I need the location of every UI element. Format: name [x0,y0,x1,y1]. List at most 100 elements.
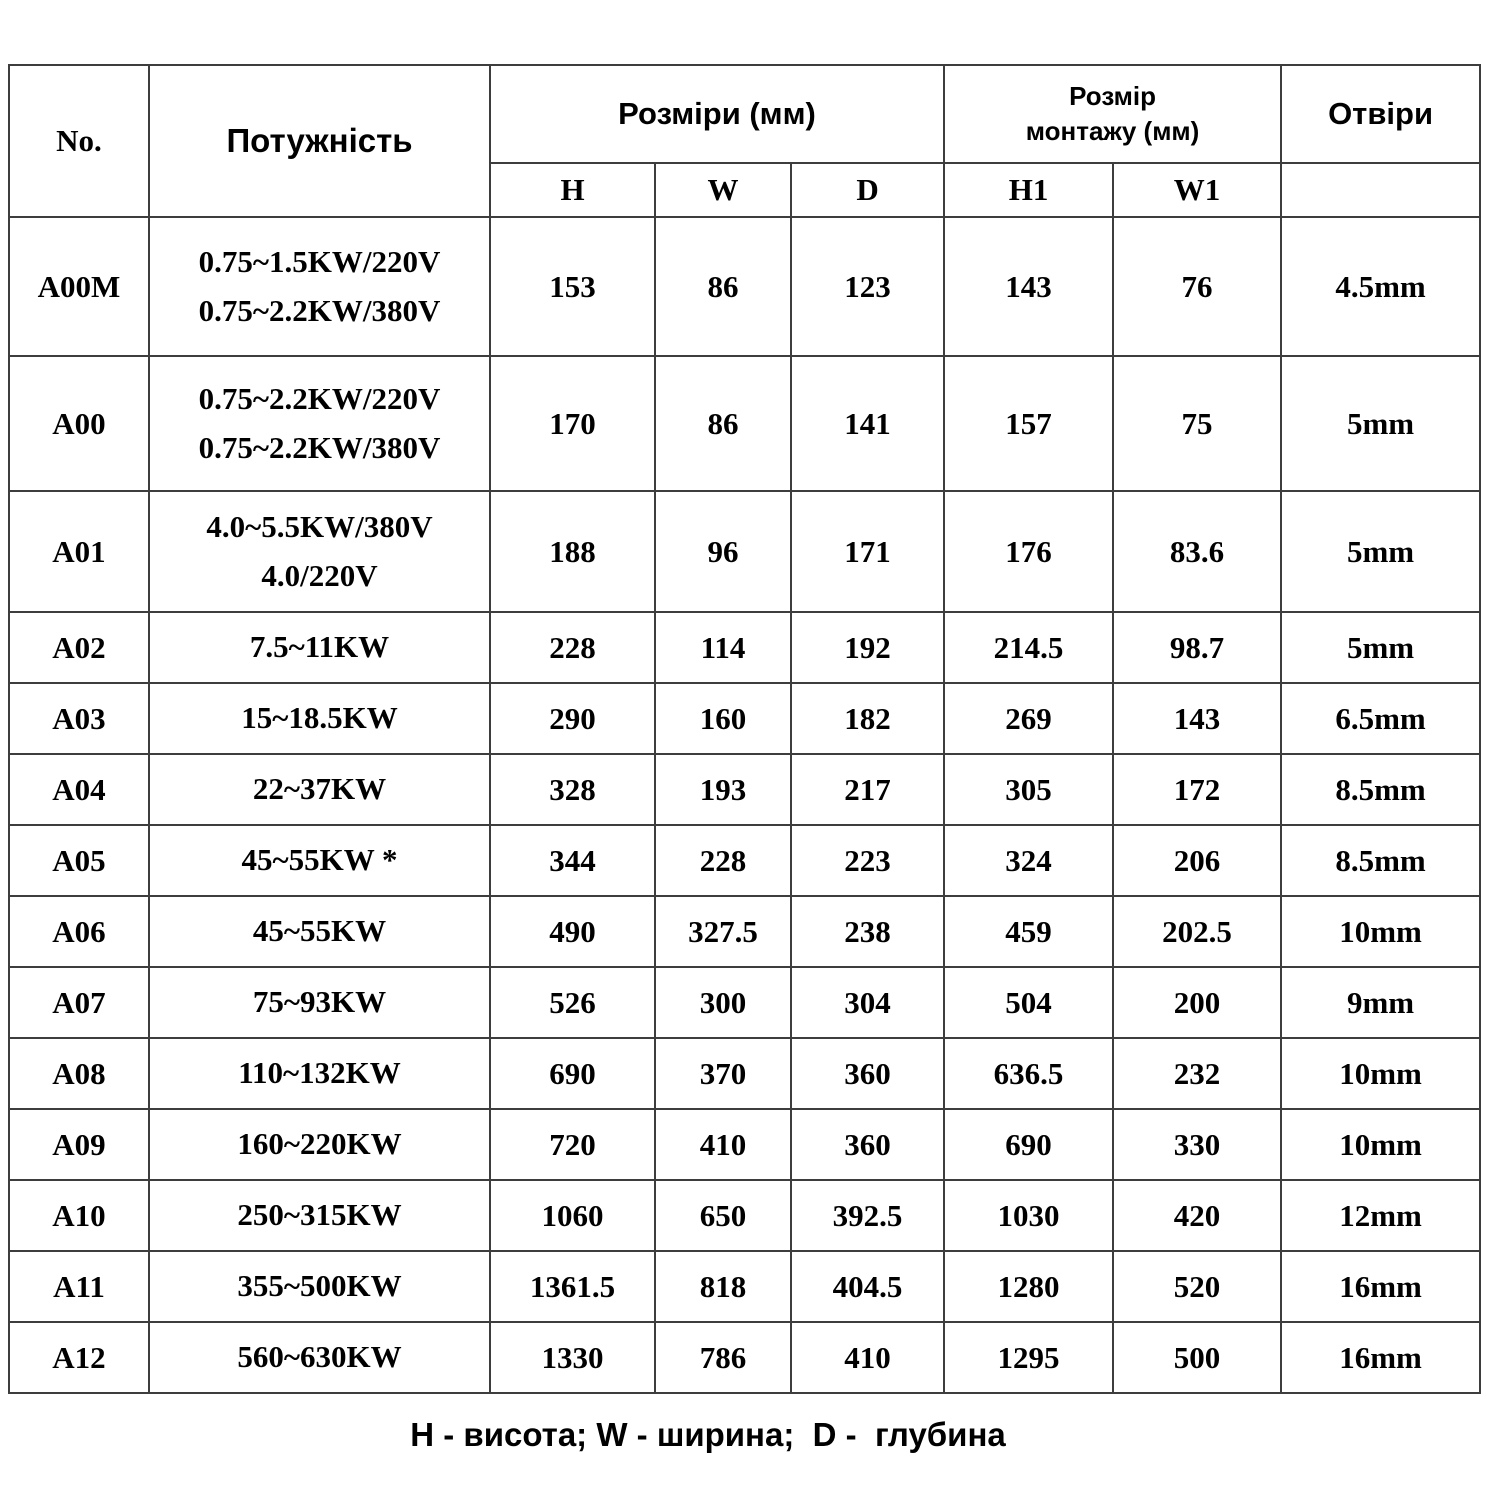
cell-w1: 206 [1112,824,1283,897]
cell-w: 818 [654,1250,792,1323]
cell-w1: 75 [1112,355,1283,492]
header-no: No. [8,64,150,218]
cell-h: 1330 [489,1321,656,1394]
cell-w: 650 [654,1179,792,1252]
cell-h1: 143 [943,216,1115,357]
cell-d: 182 [789,682,946,755]
cell-h1: 1295 [943,1321,1115,1394]
table-row: A05 45~55KW * 344 228 223 324 206 8.5mm [8,824,1482,897]
cell-d: 360 [789,1108,946,1181]
cell-holes: 4.5mm [1280,216,1482,357]
cell-power: 45~55KW * [148,824,491,897]
cell-w: 86 [654,216,792,357]
header-h: H [489,162,656,218]
cell-w: 86 [654,355,792,492]
table-row: A01 4.0~5.5KW/380V 4.0/220V 188 96 171 1… [8,490,1482,613]
cell-h1: 459 [943,895,1115,968]
cell-d: 123 [789,216,946,357]
cell-no: A02 [8,611,150,684]
cell-w1: 98.7 [1112,611,1283,684]
cell-no: A09 [8,1108,150,1181]
table-row: A06 45~55KW 490 327.5 238 459 202.5 10mm [8,895,1482,968]
cell-power: 250~315KW [148,1179,491,1252]
cell-h1: 305 [943,753,1115,826]
table-row: A00 0.75~2.2KW/220V 0.75~2.2KW/380V 170 … [8,355,1482,492]
cell-w1: 76 [1112,216,1283,357]
cell-h1: 636.5 [943,1037,1115,1110]
cell-d: 304 [789,966,946,1039]
header-power: Потужність [148,64,491,218]
cell-power: 45~55KW [148,895,491,968]
header-row-main: No. Потужність Розміри (мм) Розмір монта… [8,64,1482,218]
cell-d: 171 [789,490,946,613]
cell-no: A00 [8,355,150,492]
table-row: A09 160~220KW 720 410 360 690 330 10mm [8,1108,1482,1181]
cell-no: A08 [8,1037,150,1110]
cell-power: 22~37KW [148,753,491,826]
cell-h: 344 [489,824,656,897]
cell-d: 223 [789,824,946,897]
cell-h1: 324 [943,824,1115,897]
cell-power: 0.75~2.2KW/220V 0.75~2.2KW/380V [148,355,491,492]
cell-no: A01 [8,490,150,613]
cell-w: 300 [654,966,792,1039]
cell-holes: 16mm [1280,1250,1482,1323]
cell-w1: 520 [1112,1250,1283,1323]
cell-w1: 83.6 [1112,490,1283,613]
cell-no: A04 [8,753,150,826]
table-row: A04 22~37KW 328 193 217 305 172 8.5mm [8,753,1482,826]
cell-no: A06 [8,895,150,968]
cell-w: 370 [654,1037,792,1110]
cell-h: 526 [489,966,656,1039]
cell-w: 786 [654,1321,792,1394]
cell-no: A07 [8,966,150,1039]
cell-w1: 172 [1112,753,1283,826]
cell-power: 560~630KW [148,1321,491,1394]
cell-h1: 214.5 [943,611,1115,684]
cell-h: 1361.5 [489,1250,656,1323]
cell-w: 160 [654,682,792,755]
cell-h: 1060 [489,1179,656,1252]
cell-holes: 12mm [1280,1179,1482,1252]
table-row: A00M 0.75~1.5KW/220V 0.75~2.2KW/380V 153… [8,216,1482,357]
cell-h: 690 [489,1037,656,1110]
cell-holes: 5mm [1280,355,1482,492]
header-d: D [789,162,946,218]
cell-no: A11 [8,1250,150,1323]
cell-h1: 504 [943,966,1115,1039]
cell-w1: 202.5 [1112,895,1283,968]
cell-h1: 176 [943,490,1115,613]
table-row: A02 7.5~11KW 228 114 192 214.5 98.7 5mm [8,611,1482,684]
cell-h: 720 [489,1108,656,1181]
cell-holes: 10mm [1280,1037,1482,1110]
cell-d: 192 [789,611,946,684]
cell-h: 153 [489,216,656,357]
table-body: A00M 0.75~1.5KW/220V 0.75~2.2KW/380V 153… [8,216,1482,1394]
table-row: A10 250~315KW 1060 650 392.5 1030 420 12… [8,1179,1482,1252]
cell-h: 188 [489,490,656,613]
cell-power: 0.75~1.5KW/220V 0.75~2.2KW/380V [148,216,491,357]
cell-holes: 9mm [1280,966,1482,1039]
cell-holes: 10mm [1280,1108,1482,1181]
cell-no: A03 [8,682,150,755]
cell-w1: 420 [1112,1179,1283,1252]
table-row: A12 560~630KW 1330 786 410 1295 500 16mm [8,1321,1482,1394]
cell-no: A12 [8,1321,150,1394]
cell-h1: 690 [943,1108,1115,1181]
cell-h: 170 [489,355,656,492]
cell-h: 490 [489,895,656,968]
dimensions-spec-table: No. Потужність Розміри (мм) Розмір монта… [8,64,1482,1394]
cell-power: 7.5~11KW [148,611,491,684]
cell-power: 75~93KW [148,966,491,1039]
cell-w1: 500 [1112,1321,1283,1394]
table-row: A11 355~500KW 1361.5 818 404.5 1280 520 … [8,1250,1482,1323]
cell-holes: 8.5mm [1280,753,1482,826]
header-holes: Отвіри [1280,64,1482,164]
cell-holes: 8.5mm [1280,824,1482,897]
header-w1: W1 [1112,162,1283,218]
cell-d: 410 [789,1321,946,1394]
cell-holes: 5mm [1280,611,1482,684]
header-holes-sub [1280,162,1482,218]
cell-w1: 200 [1112,966,1283,1039]
